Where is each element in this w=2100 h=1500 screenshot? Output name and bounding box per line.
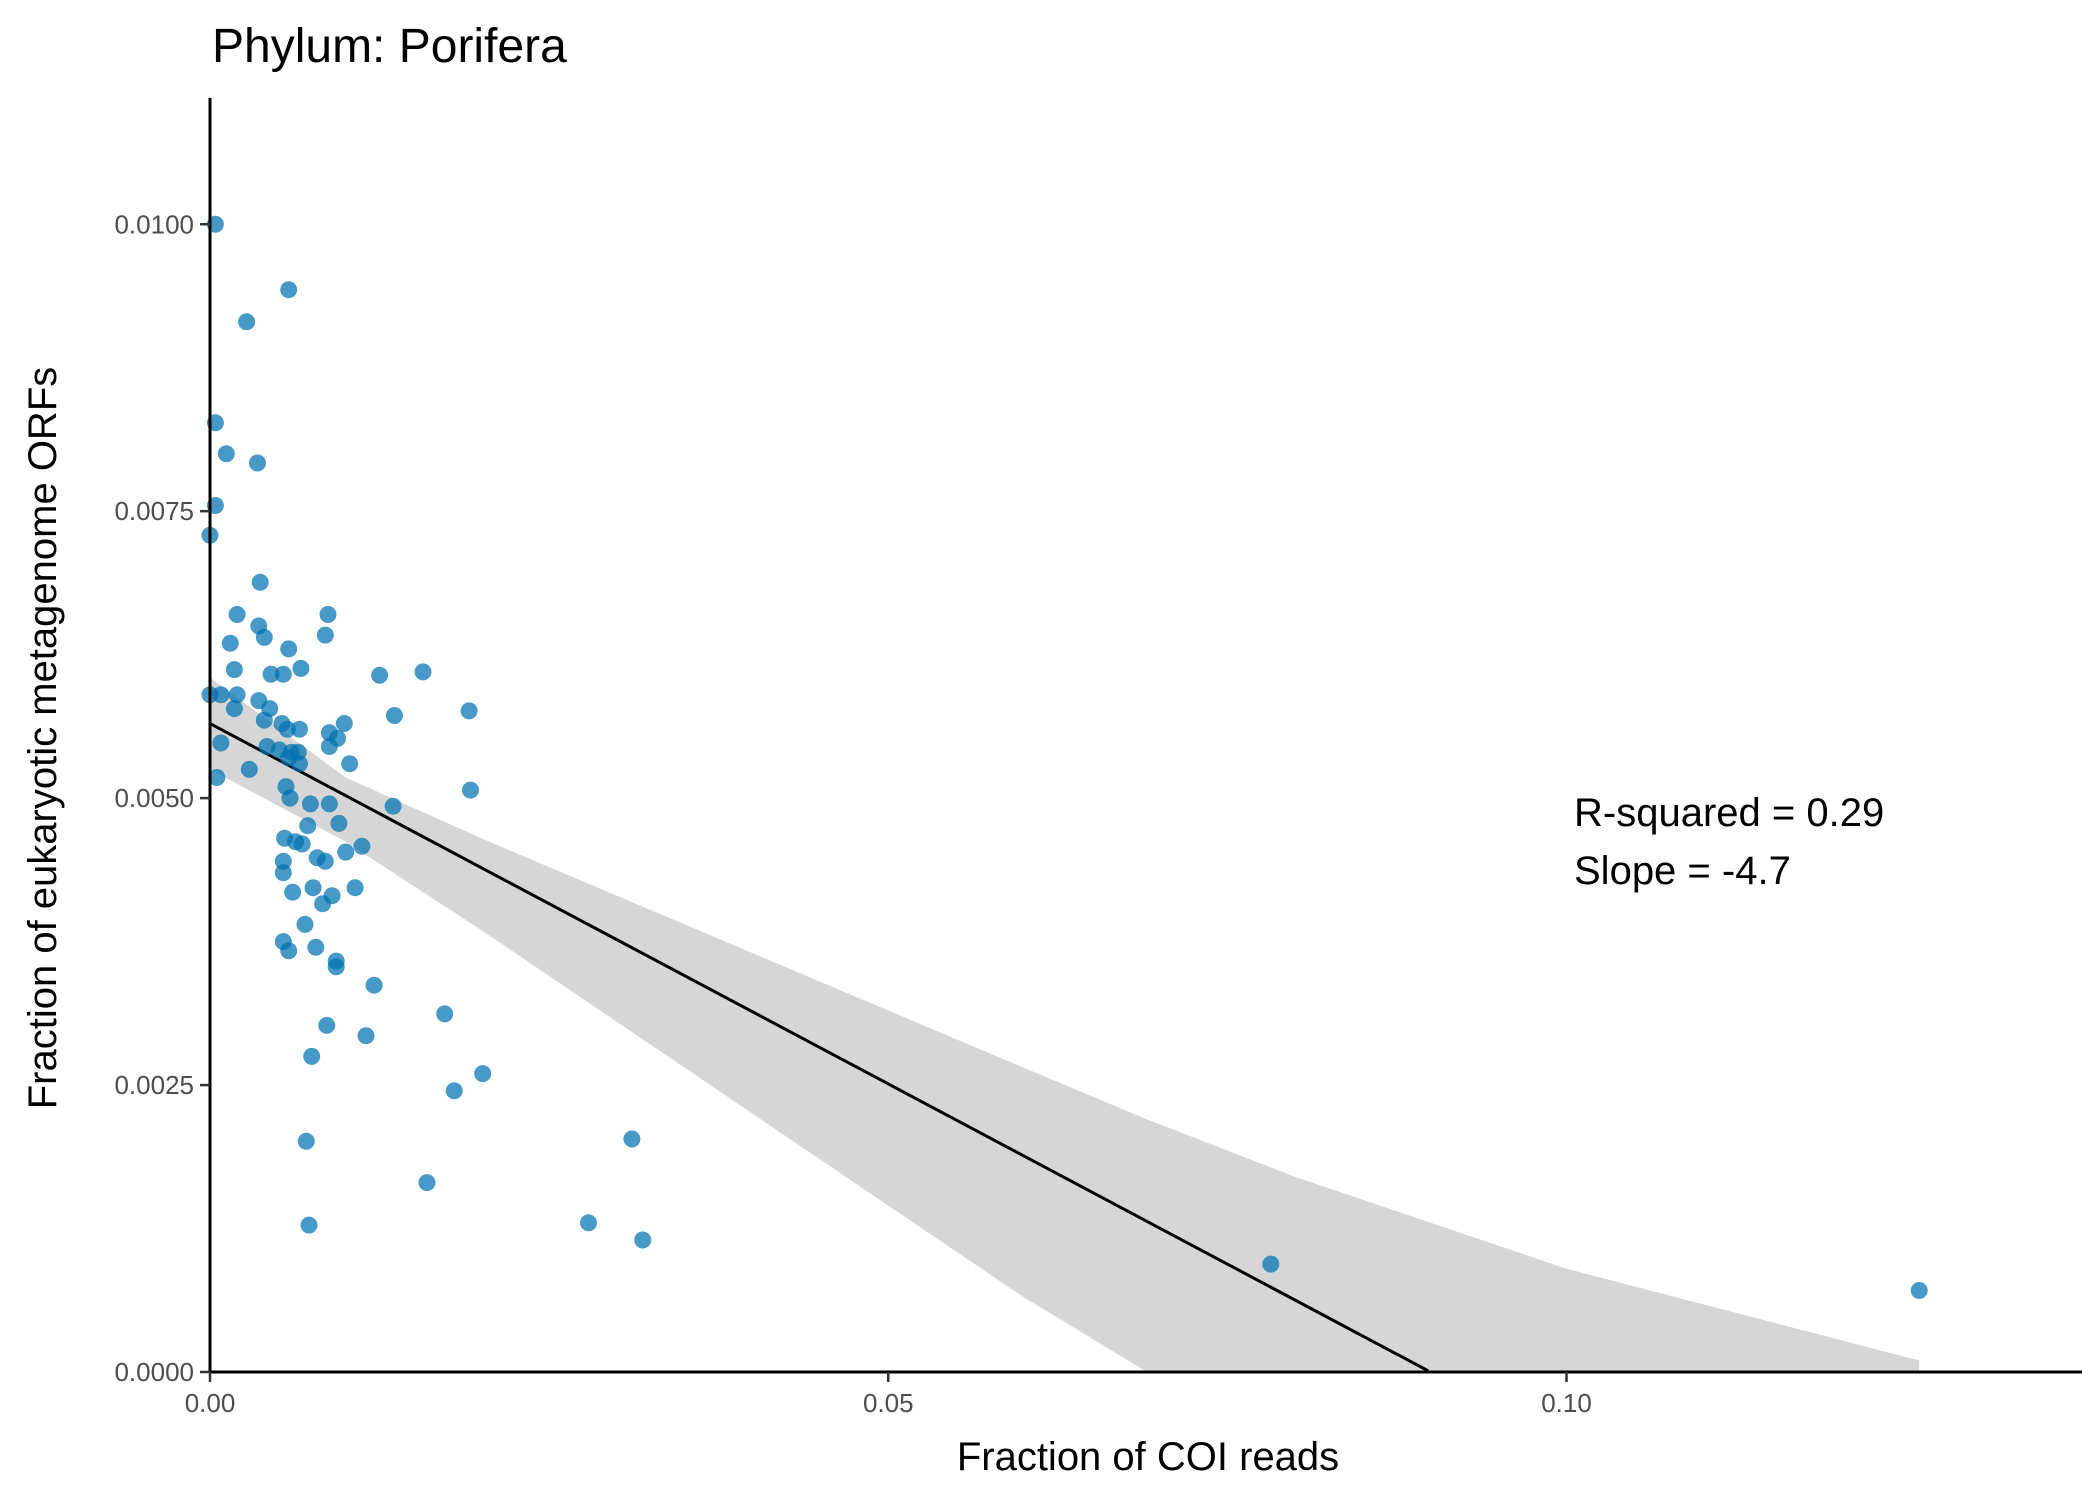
data-point xyxy=(238,313,256,331)
chart-title: Phylum: Porifera xyxy=(212,20,567,73)
data-point xyxy=(225,661,243,679)
data-point xyxy=(335,715,353,732)
data-point xyxy=(301,795,319,813)
r-squared-annotation: R-squared = 0.29 xyxy=(1574,791,1884,835)
data-point xyxy=(228,686,246,704)
confidence-band-layer xyxy=(210,677,1920,1372)
data-point xyxy=(474,1065,492,1083)
data-point xyxy=(386,707,403,724)
data-point xyxy=(337,843,355,861)
data-point xyxy=(1910,1282,1928,1299)
data-point xyxy=(297,1132,315,1150)
data-point xyxy=(208,769,226,786)
data-point xyxy=(365,976,383,994)
data-point xyxy=(319,606,337,623)
data-points-layer xyxy=(201,215,1928,1299)
data-point xyxy=(228,606,246,623)
data-point xyxy=(280,640,298,658)
confidence-band xyxy=(210,677,1920,1372)
data-point xyxy=(623,1130,641,1148)
data-point xyxy=(255,628,273,646)
y-tick-label: 0.0025 xyxy=(114,1070,194,1100)
data-point xyxy=(314,895,332,913)
data-point xyxy=(292,659,310,677)
data-point xyxy=(299,817,317,835)
data-point xyxy=(462,781,479,799)
data-point xyxy=(296,915,314,933)
data-point xyxy=(330,814,348,832)
data-point xyxy=(281,789,299,807)
data-point xyxy=(278,720,296,738)
data-point xyxy=(284,883,302,901)
ticks-layer: 0.00 0.05 0.10 0.0000 0.0025 0.0050 0.0075 0.01… xyxy=(114,209,1591,1418)
data-point xyxy=(357,1027,375,1045)
data-point xyxy=(318,1016,336,1034)
axes-layer xyxy=(208,98,2082,1374)
data-point xyxy=(320,795,338,813)
data-point xyxy=(291,720,308,738)
y-tick-label: 0.0050 xyxy=(114,783,194,813)
data-point xyxy=(225,700,243,718)
data-point xyxy=(280,942,298,960)
x-tick-label: 0.00 xyxy=(185,1388,236,1418)
data-point xyxy=(445,1082,463,1100)
data-point xyxy=(212,686,230,704)
data-point xyxy=(460,702,478,720)
data-point xyxy=(217,445,235,463)
data-point xyxy=(384,797,402,815)
y-tick-label: 0.0000 xyxy=(114,1357,194,1387)
data-point xyxy=(327,958,345,976)
data-point xyxy=(251,573,269,591)
y-tick-label: 0.0100 xyxy=(114,209,194,239)
data-point xyxy=(280,281,298,299)
data-point xyxy=(303,1047,321,1065)
data-point xyxy=(212,734,230,752)
data-point xyxy=(418,1174,436,1192)
data-point xyxy=(255,711,273,729)
data-point xyxy=(304,879,322,897)
data-point xyxy=(436,1005,454,1023)
slope-annotation: Slope = -4.7 xyxy=(1574,849,1791,893)
data-point xyxy=(1262,1255,1280,1273)
data-point xyxy=(341,755,359,773)
data-point xyxy=(221,634,239,652)
data-point xyxy=(240,760,258,778)
data-point xyxy=(307,938,325,956)
regression-line-layer xyxy=(209,722,1429,1373)
data-point xyxy=(316,626,334,644)
regression-line xyxy=(209,722,1429,1373)
data-point xyxy=(346,879,364,897)
data-point xyxy=(291,755,308,773)
data-point xyxy=(320,738,338,755)
data-point xyxy=(316,852,334,870)
data-point xyxy=(353,837,371,855)
x-tick-label: 0.10 xyxy=(1541,1388,1592,1418)
x-axis-title: Fraction of COI reads xyxy=(957,1435,1339,1479)
data-point xyxy=(293,835,311,853)
data-point xyxy=(580,1214,597,1232)
y-tick-label: 0.0075 xyxy=(114,496,194,526)
data-point xyxy=(634,1231,652,1249)
data-point xyxy=(414,663,432,681)
data-point xyxy=(371,666,389,684)
data-point xyxy=(262,665,280,683)
data-point xyxy=(249,454,266,472)
data-point xyxy=(274,864,292,882)
data-point xyxy=(300,1216,318,1234)
data-point xyxy=(274,665,292,683)
x-tick-label: 0.05 xyxy=(863,1388,914,1418)
y-axis-title: Fraction of eukaryotic metagenome ORFs xyxy=(21,367,65,1110)
